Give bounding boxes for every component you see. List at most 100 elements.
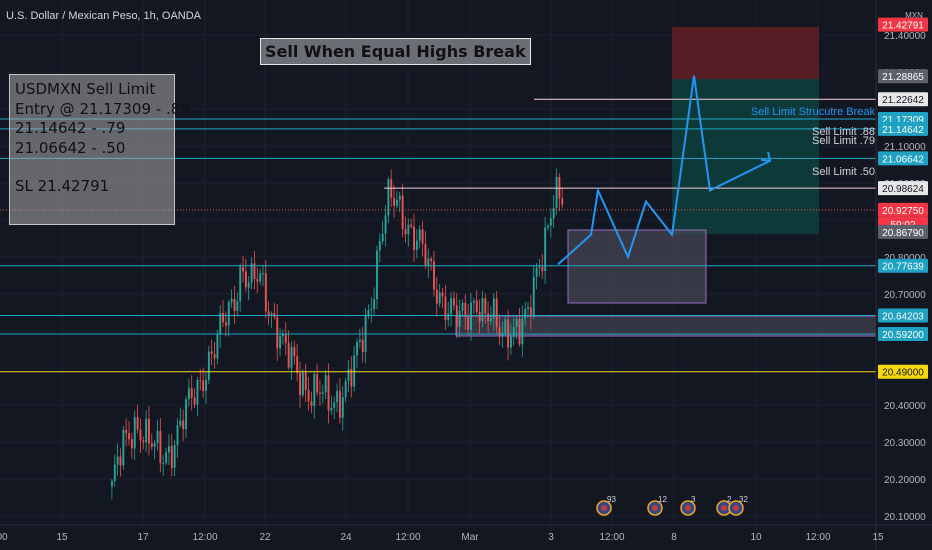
time-tick-label: Mar [461,532,479,543]
candle-body [282,333,284,336]
price-level-tag [878,151,928,166]
candle-body [387,179,390,216]
candle-body [361,339,364,353]
time-tick-label: 00 [0,532,8,543]
strategy-banner[interactable]: Sell When Equal Highs Break [260,38,531,65]
candle-body [333,402,336,408]
candle-body [145,418,148,443]
candle-body [136,417,139,430]
candle-body [111,480,113,487]
candle-body [304,372,307,391]
candle-body [518,318,521,345]
price-tick-label: 20.40000 [884,401,926,412]
candle-body [247,282,250,288]
candle-body [512,326,515,337]
candle-body [176,425,179,446]
candle-body [547,225,549,228]
candle-body [478,312,481,322]
candle-body [407,224,410,235]
price-level-tag [878,202,928,217]
candle-body [242,267,244,272]
candle-body [253,263,256,280]
candle-body [336,390,339,403]
candle-body [549,218,552,226]
event-count-badge: 93 [607,495,616,504]
economic-events: 93 12 3 2 32 [596,495,748,516]
candle-body [441,292,444,297]
candle-body [153,442,156,447]
price-level-tag-label: 21.42791 [882,21,924,32]
price-level-tag [878,181,928,196]
candle-body [552,207,555,219]
candle-body [324,375,327,393]
price-level-tag [878,308,928,323]
candle-body [159,430,162,464]
candle-body [561,198,564,205]
event-count-badge: 32 [739,495,748,504]
candle-body [484,298,487,314]
time-tick-label: 15 [872,532,884,543]
time-tick-label: 17 [137,532,149,543]
candle-body [472,300,475,303]
event-count-badge: 12 [658,495,667,504]
trade-note-line: SL 21.42791 [15,177,110,195]
price-level-tag-label: 20.98624 [882,184,924,195]
event-flag-dot [733,505,739,511]
price-level-tag-label: 21.28865 [882,72,924,83]
candle-body [529,307,532,317]
price-tick-label: 21.40000 [884,31,926,42]
candle-body [415,240,418,250]
candle-body [393,197,396,206]
candle-body [378,241,381,251]
candle-body [475,300,478,313]
candle-body [182,420,185,430]
time-tick-label: 3 [548,532,554,543]
candle-body [410,224,413,227]
price-level-tag-label: 21.06642 [882,154,924,165]
price-tick-label: 21.10000 [884,142,926,153]
candle-body [202,380,205,392]
candle-body [276,316,279,349]
candle-body [279,335,282,349]
price-tick-label: 20.70000 [884,290,926,301]
candle-body [507,319,510,348]
candle-body [128,433,130,440]
candle-body [133,417,136,449]
time-tick-label: 22 [259,532,271,543]
candle-body [113,464,116,481]
price-tick-label: 20.30000 [884,438,926,449]
price-level-tag [878,326,928,341]
candle-body [256,279,259,282]
candle-body [205,379,207,392]
trade-note-line: Entry @ 21.17309 - .89 [15,99,190,118]
time-tick-label: 12:00 [599,532,624,543]
candle-body [521,318,524,345]
candle-body [193,397,196,405]
candle-body [401,195,404,230]
candle-body [170,446,173,468]
candle-body [190,388,193,398]
candle-body [464,302,467,317]
level-annotation: Sell Limit .79 [812,135,875,147]
price-level-tag [878,224,928,239]
price-tick-label: 20.10000 [884,512,926,523]
candle-body [538,266,541,268]
price-level-tag-label: 21.22642 [882,95,924,106]
candle-body [367,310,370,315]
price-level-tag-label: 21.14642 [882,125,924,136]
candle-body [316,374,319,393]
candle-body [424,243,427,267]
price-axis[interactable]: MXN21.4000021.3000021.1000021.0000020.80… [876,0,932,550]
candle-body [447,313,450,320]
candle-body [290,347,293,368]
candle-body [148,418,150,444]
level-annotation: Sell Limit .50 [812,166,875,178]
candle-body [213,353,216,359]
candle-body [216,334,219,359]
trade-note[interactable]: USDMXN Sell Limit Entry @ 21.17309 - .89… [9,74,190,225]
candle-body [310,401,313,406]
candle-body [185,399,187,430]
event-flag-dot [601,505,607,511]
